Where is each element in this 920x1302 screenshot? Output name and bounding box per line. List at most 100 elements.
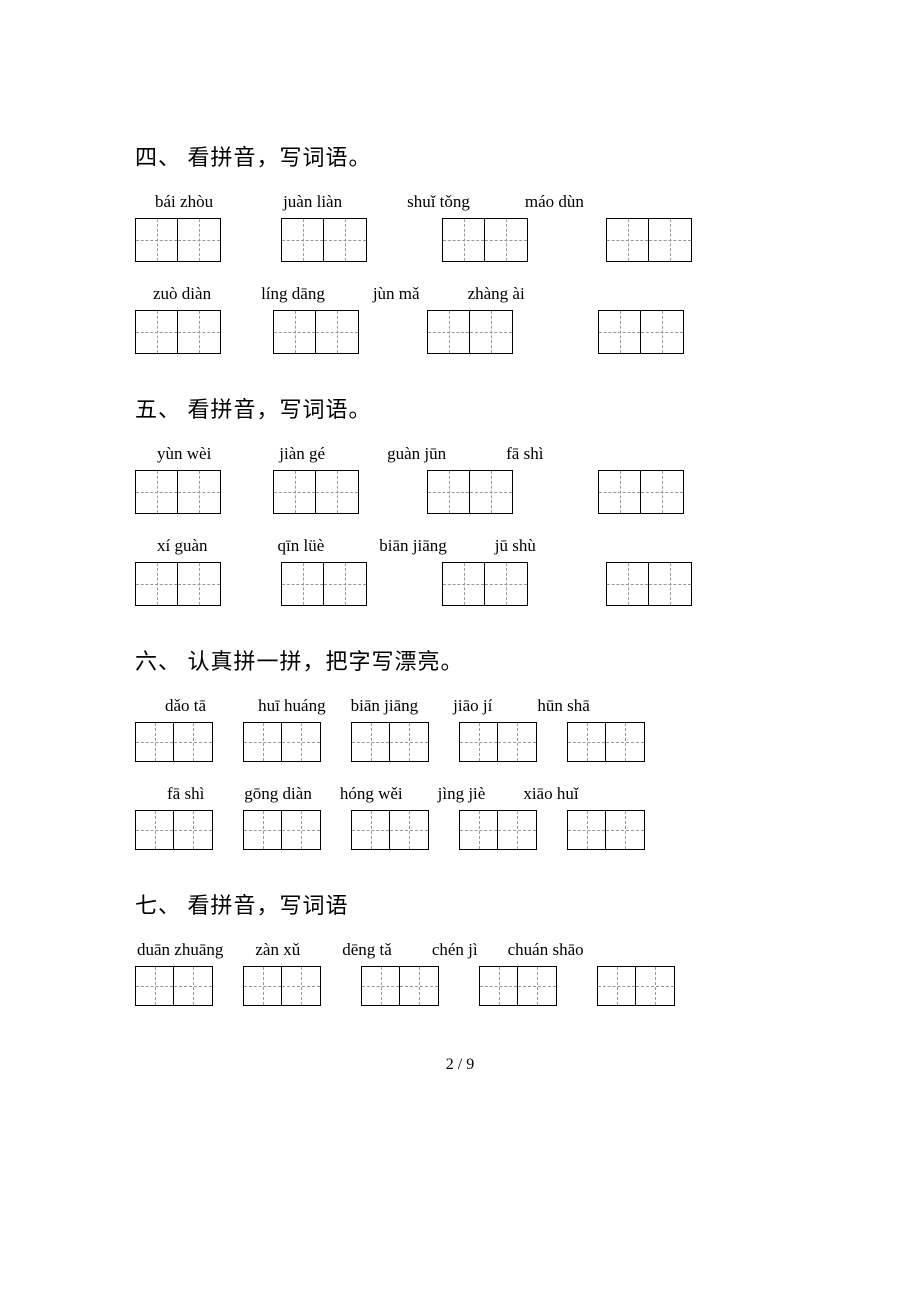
char-cell — [178, 471, 220, 513]
char-box — [567, 722, 645, 762]
char-cell — [649, 219, 691, 261]
char-box — [243, 810, 321, 850]
char-cell — [136, 471, 178, 513]
char-box — [442, 218, 528, 262]
char-cell — [649, 563, 691, 605]
char-box — [135, 310, 221, 354]
box-row — [135, 722, 785, 762]
pinyin-label: biān jiāng — [379, 536, 447, 556]
char-cell — [316, 471, 358, 513]
pinyin-label: jiàn gé — [279, 444, 325, 464]
char-cell — [599, 311, 641, 353]
section-6: 六、 认真拼一拼，把字写漂亮。 dǎo tāhuī huángbiān jiāng… — [135, 644, 785, 850]
pinyin-row: xí guànqīn lüèbiān jiāngjū shù — [135, 536, 785, 556]
char-cell — [352, 811, 390, 849]
char-box — [567, 810, 645, 850]
pinyin-label: yùn wèi — [157, 444, 211, 464]
char-cell — [498, 723, 536, 761]
pinyin-label: zuò diàn — [153, 284, 211, 304]
char-cell — [518, 967, 556, 1005]
pinyin-label: dǎo tā — [165, 696, 206, 716]
pinyin-row: duān zhuāngzàn xǔdēng tǎchén jìchuán shā… — [135, 940, 785, 960]
char-cell — [485, 563, 527, 605]
char-box — [427, 470, 513, 514]
pinyin-row: dǎo tāhuī huángbiān jiāngjiāo jíhūn shā — [135, 696, 785, 716]
char-box — [598, 470, 684, 514]
section-title: 六、 认真拼一拼，把字写漂亮。 — [135, 644, 785, 676]
char-box — [281, 562, 367, 606]
char-cell — [400, 967, 438, 1005]
section-5: 五、 看拼音，写词语。yùn wèijiàn géguàn jūnfā shìx… — [135, 392, 785, 606]
char-box — [135, 966, 213, 1006]
char-box — [598, 310, 684, 354]
char-cell — [274, 311, 316, 353]
char-cell — [641, 471, 683, 513]
char-box — [606, 218, 692, 262]
char-box — [135, 470, 221, 514]
char-cell — [485, 219, 527, 261]
char-cell — [136, 563, 178, 605]
char-cell — [470, 471, 512, 513]
pinyin-label: hóng wěi — [340, 784, 403, 804]
pinyin-label: zàn xǔ — [255, 940, 300, 960]
char-box — [351, 722, 429, 762]
char-cell — [390, 811, 428, 849]
char-cell — [136, 723, 174, 761]
pinyin-label: guàn jūn — [387, 444, 446, 464]
pinyin-label: dēng tǎ — [342, 940, 392, 960]
char-cell — [362, 967, 400, 1005]
char-cell — [316, 311, 358, 353]
char-cell — [136, 219, 178, 261]
pinyin-label: jùn mǎ — [373, 284, 420, 304]
char-box — [135, 722, 213, 762]
box-row — [135, 310, 785, 354]
box-row — [135, 218, 785, 262]
pinyin-label: biān jiāng — [351, 696, 419, 716]
char-cell — [244, 811, 282, 849]
pinyin-label: hūn shā — [537, 696, 589, 716]
pinyin-row: zuò diàn líng dāng jùn mǎ zhàng ài — [135, 284, 785, 304]
char-box — [135, 562, 221, 606]
pinyin-label: shuǐ tǒng — [407, 192, 470, 212]
char-cell — [607, 219, 649, 261]
char-cell — [174, 811, 212, 849]
char-box — [442, 562, 528, 606]
char-cell — [274, 471, 316, 513]
box-row — [135, 470, 785, 514]
pinyin-label: fā shì — [506, 444, 543, 464]
char-cell — [390, 723, 428, 761]
pinyin-label: zhàng ài — [468, 284, 525, 304]
char-box — [273, 310, 359, 354]
char-cell — [174, 967, 212, 1005]
char-cell — [324, 219, 366, 261]
char-cell — [178, 219, 220, 261]
section-7: 七、 看拼音，写词语duān zhuāngzàn xǔdēng tǎchén j… — [135, 888, 785, 1006]
char-cell — [324, 563, 366, 605]
char-box — [273, 470, 359, 514]
box-row — [135, 966, 785, 1006]
char-cell — [282, 219, 324, 261]
char-box — [597, 966, 675, 1006]
pinyin-label: chuán shāo — [508, 940, 584, 960]
char-cell — [244, 723, 282, 761]
pinyin-label: xiāo huǐ — [523, 784, 578, 804]
char-cell — [636, 967, 674, 1005]
box-row — [135, 810, 785, 850]
char-box — [243, 722, 321, 762]
pinyin-label: duān zhuāng — [137, 940, 223, 960]
char-cell — [606, 723, 644, 761]
char-cell — [470, 311, 512, 353]
char-box — [243, 966, 321, 1006]
char-cell — [607, 563, 649, 605]
pinyin-label: jìng jiè — [438, 784, 486, 804]
char-cell — [443, 219, 485, 261]
pinyin-label: jū shù — [495, 536, 536, 556]
char-cell — [460, 811, 498, 849]
char-box — [135, 218, 221, 262]
pinyin-label: líng dāng — [261, 284, 325, 304]
pinyin-label: fā shì — [167, 784, 204, 804]
char-cell — [568, 723, 606, 761]
char-cell — [498, 811, 536, 849]
section-4: 四、 看拼音，写词语。bái zhòujuàn liànshuǐ tǒngmáo… — [135, 140, 785, 354]
pinyin-row: yùn wèi jiàn gé guàn jūn fā shì — [135, 444, 785, 464]
